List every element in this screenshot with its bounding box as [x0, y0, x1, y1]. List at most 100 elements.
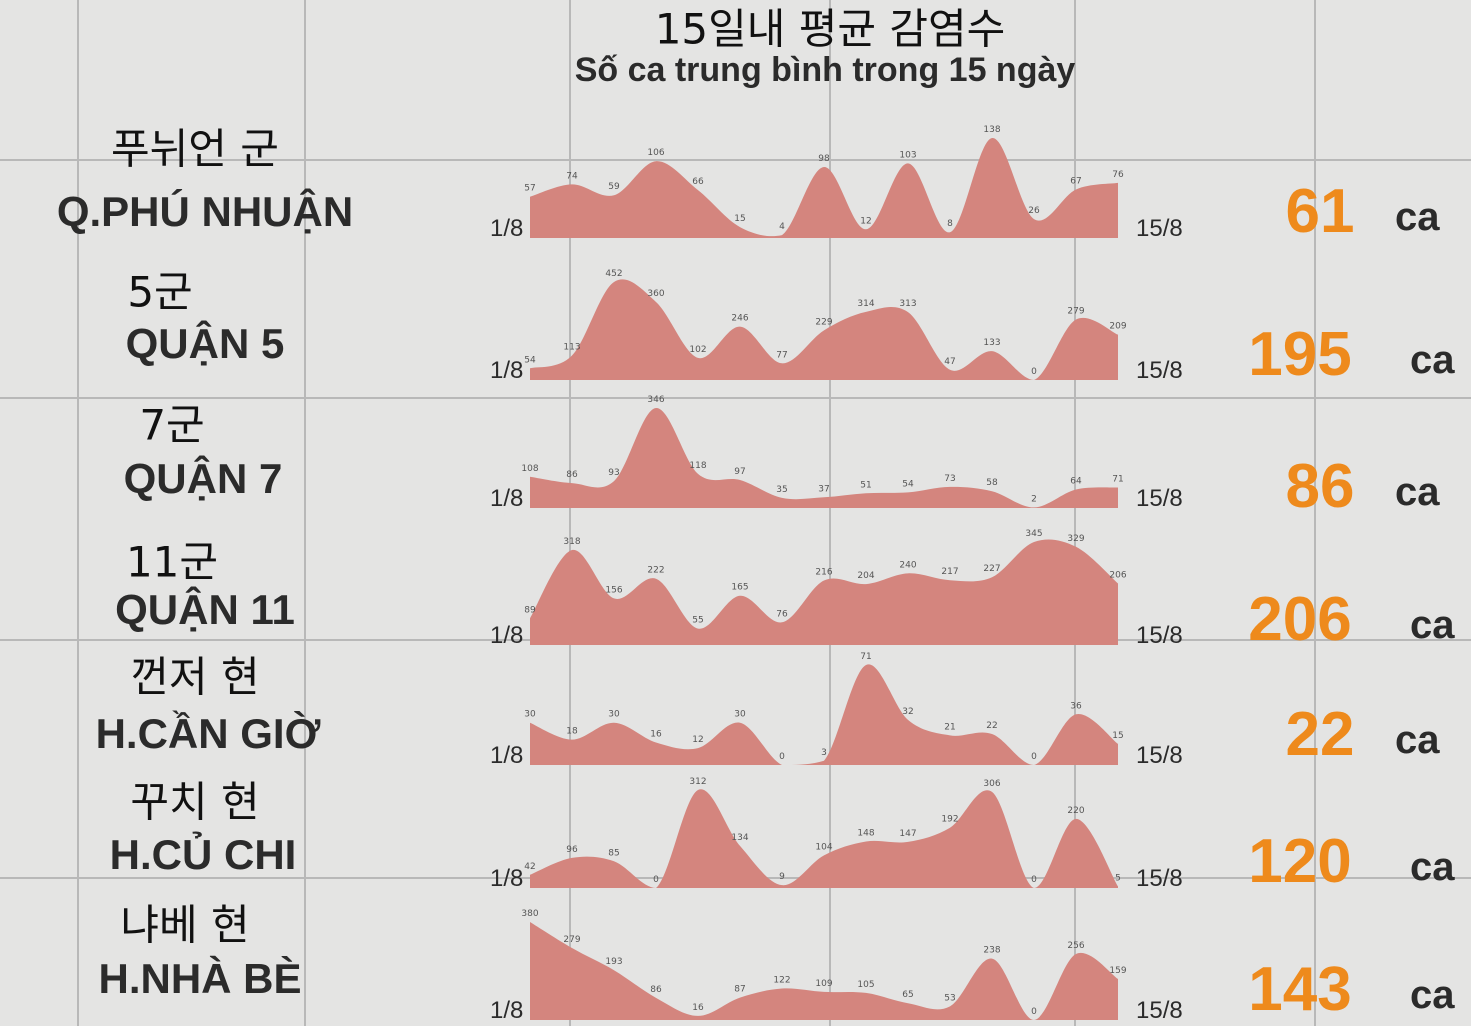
data-label: 87 [734, 985, 745, 995]
district-name: H.NHÀ BÈ [98, 955, 301, 1002]
data-label: 12 [860, 216, 871, 226]
data-label: 312 [689, 777, 706, 787]
data-label: 57 [524, 184, 535, 194]
data-label: 380 [521, 909, 538, 919]
data-label: 204 [857, 571, 874, 581]
data-label: 0 [1031, 1007, 1037, 1017]
data-label: 209 [1109, 322, 1126, 332]
data-label: 113 [563, 343, 580, 353]
district-korean: 푸뉘언 군 [111, 125, 279, 174]
data-label: 193 [605, 957, 622, 967]
data-label: 26 [1028, 206, 1040, 216]
data-label: 2 [1031, 494, 1037, 504]
data-label: 93 [608, 468, 619, 478]
district-korean: 껀저 현 [130, 653, 259, 702]
data-label: 97 [734, 467, 745, 477]
data-label: 21 [944, 722, 955, 732]
data-label: 42 [524, 862, 535, 872]
data-label: 0 [1031, 875, 1037, 885]
area [530, 789, 1118, 888]
data-label: 8 [947, 219, 953, 229]
data-label: 71 [1112, 474, 1123, 484]
data-label: 279 [563, 935, 580, 945]
data-label: 229 [815, 317, 832, 327]
data-label: 54 [524, 355, 536, 365]
data-label: 329 [1067, 534, 1084, 544]
data-label: 147 [899, 829, 916, 839]
data-label: 18 [566, 727, 578, 737]
average-value: 143 [1248, 955, 1351, 1024]
data-label: 122 [773, 976, 790, 986]
data-label: 64 [1070, 477, 1082, 487]
data-label: 85 [608, 848, 619, 858]
data-label: 55 [692, 616, 703, 626]
data-label: 279 [1067, 307, 1084, 317]
data-label: 9 [779, 872, 785, 882]
data-label: 345 [1025, 529, 1042, 539]
data-label: 109 [815, 979, 832, 989]
district-name: H.CỦ CHI [110, 830, 297, 878]
x-tick-label: 15/8 [1136, 865, 1183, 892]
data-label: 47 [944, 357, 955, 367]
data-label: 73 [944, 474, 955, 484]
data-label: 206 [1109, 570, 1126, 580]
district-korean: 7군 [139, 401, 204, 450]
x-tick-label: 1/8 [490, 997, 523, 1024]
average-unit: ca [1395, 718, 1440, 762]
data-label: 220 [1067, 806, 1084, 816]
district-name: Q.PHÚ NHUẬN [57, 187, 353, 235]
data-label: 105 [857, 980, 874, 990]
data-label: 96 [566, 845, 578, 855]
data-label: 318 [563, 537, 580, 547]
x-tick-label: 1/8 [490, 622, 523, 649]
data-label: 5 [1115, 873, 1121, 883]
data-label: 98 [818, 154, 830, 164]
data-label: 86 [566, 470, 578, 480]
data-label: 246 [731, 314, 748, 324]
average-unit: ca [1395, 470, 1440, 514]
title: 15일내 평균 감염수 [655, 5, 1006, 54]
data-label: 222 [647, 566, 664, 576]
data-label: 67 [1070, 176, 1081, 186]
data-label: 102 [689, 345, 706, 355]
average-value: 86 [1286, 452, 1355, 521]
data-label: 22 [986, 721, 997, 731]
data-label: 238 [983, 946, 1000, 956]
data-label: 15 [734, 214, 745, 224]
average-value: 22 [1286, 700, 1355, 769]
average-unit: ca [1395, 195, 1440, 239]
data-label: 452 [605, 269, 622, 279]
average-unit: ca [1410, 338, 1455, 382]
average-value: 195 [1248, 320, 1351, 389]
data-label: 36 [1070, 701, 1082, 711]
district-korean: 꾸치 현 [130, 778, 259, 827]
average-value: 120 [1248, 827, 1351, 896]
data-label: 71 [860, 652, 871, 662]
average-unit: ca [1410, 845, 1455, 889]
x-tick-label: 1/8 [490, 485, 523, 512]
data-label: 16 [692, 1003, 704, 1013]
data-label: 138 [983, 125, 1000, 135]
average-value: 206 [1248, 585, 1351, 654]
data-label: 103 [899, 150, 916, 160]
district-korean: 11군 [126, 538, 218, 587]
data-label: 106 [647, 148, 664, 158]
district-name: QUẬN 5 [126, 319, 285, 367]
x-tick-label: 1/8 [490, 215, 523, 242]
data-label: 217 [941, 567, 958, 577]
x-tick-label: 15/8 [1136, 357, 1183, 384]
data-label: 3 [821, 748, 827, 758]
data-label: 133 [983, 338, 1000, 348]
data-label: 159 [1109, 966, 1126, 976]
data-label: 51 [860, 480, 871, 490]
data-label: 0 [779, 752, 785, 762]
area [530, 664, 1118, 765]
area [530, 539, 1118, 645]
data-label: 76 [1112, 170, 1124, 180]
data-label: 240 [899, 560, 916, 570]
x-tick-label: 1/8 [490, 865, 523, 892]
area [530, 922, 1118, 1020]
data-label: 313 [899, 299, 916, 309]
data-label: 104 [815, 842, 832, 852]
